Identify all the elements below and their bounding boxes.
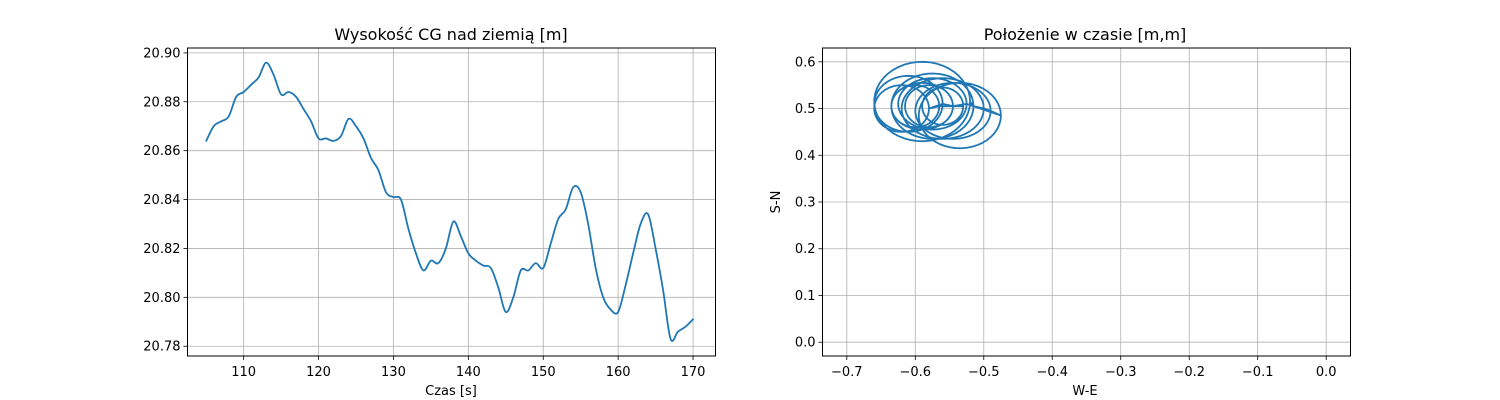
- altitude-x-tick-label: 150: [531, 365, 556, 380]
- altitude-x-tick-label: 140: [456, 365, 481, 380]
- position-x-tick-label: 0.0: [1316, 365, 1337, 380]
- position-y-tick-label: 0.6: [795, 55, 816, 70]
- position-y-tick-label: 0.4: [795, 149, 816, 164]
- position-grid: [822, 48, 1351, 356]
- position-x-tick-label: −0.3: [1105, 365, 1137, 380]
- altitude-x-tick-label: 120: [306, 365, 331, 380]
- altitude-plot: Wysokość CG nad ziemią [m] Czas [s] 110 1…: [143, 25, 716, 399]
- position-x-tick-label: −0.6: [900, 365, 932, 380]
- position-x-tick-label: −0.1: [1242, 365, 1274, 380]
- position-series-group: [873, 60, 1002, 150]
- position-plot: Położenie w czasie [m,m] W-E S-N −0.7 −0.…: [769, 25, 1351, 399]
- position-ticks: −0.7 −0.6 −0.5 −0.4 −0.3 −0.2 −0.1 0.0 0.0 0.1 0.2…: [795, 55, 1337, 380]
- position-y-tick-label: 0.2: [795, 242, 816, 257]
- position-x-tick-label: −0.4: [1036, 365, 1068, 380]
- position-y-tick-label: 0.1: [795, 289, 816, 304]
- altitude-y-tick-label: 20.82: [143, 242, 180, 257]
- altitude-series-line: [205, 61, 694, 342]
- altitude-chart-title: Wysokość CG nad ziemią [m]: [334, 25, 567, 44]
- position-x-tick-label: −0.7: [831, 365, 863, 380]
- altitude-y-tick-label: 20.88: [143, 95, 180, 110]
- altitude-series-group: [205, 61, 694, 342]
- position-y-axis-label: S-N: [769, 191, 784, 214]
- position-chart-title: Położenie w czasie [m,m]: [984, 25, 1187, 44]
- altitude-x-tick-label: 110: [231, 365, 256, 380]
- altitude-axes-frame: [187, 47, 716, 357]
- altitude-x-tick-label: 170: [681, 365, 706, 380]
- position-y-tick-label: 0.0: [795, 336, 816, 351]
- altitude-y-tick-label: 20.78: [143, 340, 180, 355]
- position-trajectory-line: [873, 60, 1002, 150]
- altitude-y-tick-label: 20.90: [143, 46, 180, 61]
- position-x-tick-label: −0.2: [1173, 365, 1205, 380]
- altitude-x-tick-label: 160: [606, 365, 631, 380]
- position-x-tick-label: −0.5: [968, 365, 1000, 380]
- altitude-y-tick-label: 20.80: [143, 291, 180, 306]
- altitude-ticks: 110 120 130 140 150 160 170 20.78 20.80 20.82 20.8…: [143, 46, 705, 380]
- position-x-axis-label: W-E: [1072, 384, 1097, 399]
- altitude-x-axis-label: Czas [s]: [425, 384, 477, 399]
- altitude-grid: [187, 48, 716, 356]
- position-axes-frame: [822, 47, 1351, 357]
- position-y-tick-label: 0.3: [795, 196, 816, 211]
- position-y-tick-label: 0.5: [795, 102, 816, 117]
- altitude-y-tick-label: 20.86: [143, 144, 180, 159]
- altitude-x-tick-label: 130: [381, 365, 406, 380]
- altitude-y-tick-label: 20.84: [143, 193, 180, 208]
